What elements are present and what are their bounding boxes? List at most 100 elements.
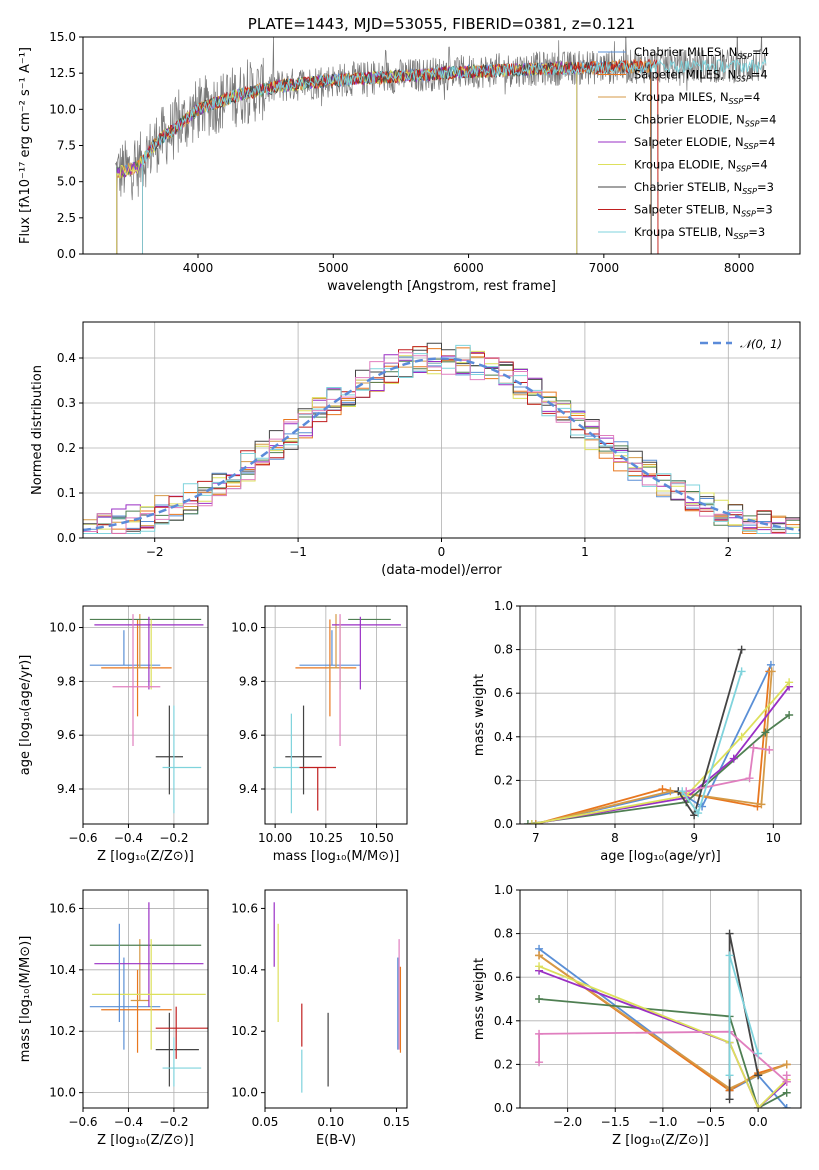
legend-entry: Salpeter ELODIE, NSSP=4 (634, 135, 775, 151)
series-line (538, 948, 788, 1108)
plus-marker (523, 820, 532, 824)
plus-marker (767, 667, 776, 676)
errorbar-salpeter_elodie (331, 616, 401, 690)
y-tick-label: 10.6 (231, 901, 258, 915)
x-axis-label: (data-model)/error (381, 563, 502, 578)
x-tick-label: 2 (724, 545, 732, 559)
legend-entry: Chabrier ELODIE, NSSP=4 (634, 113, 776, 129)
plus-marker (535, 951, 544, 960)
y-tick-label: 9.6 (239, 728, 258, 742)
y-tick-label: 0.6 (494, 970, 513, 984)
errorbar-kroupa_elodie (92, 939, 206, 1050)
series-kroupa_stelib (678, 667, 746, 818)
series-chabrier_elodie (523, 711, 794, 824)
plus-marker (754, 1049, 763, 1058)
axes-frame (264, 605, 408, 825)
series-line (539, 998, 788, 1108)
plus-marker (535, 1058, 544, 1067)
massweight_vs_age-frame: 7 8 9 10 0.0 0.2 0.4 0.6 0.8 1.0 age [log₁₀(age/yr… (472, 599, 802, 864)
plus-marker (666, 787, 675, 796)
plus-marker (766, 660, 775, 669)
y-tick-label: 2.5 (57, 211, 76, 225)
y-tick-label: 0.4 (57, 351, 76, 365)
histogram-chabrier_stelib (83, 342, 800, 532)
series-line (535, 671, 773, 824)
y-tick-label: 5.0 (57, 175, 76, 189)
y-tick-label: 1.0 (494, 599, 513, 613)
plus-marker (782, 1060, 791, 1069)
x-tick-label: 9 (690, 831, 698, 845)
x-axis-label: age [log₁₀(age/yr)] (600, 849, 721, 864)
y-tick-label: 9.8 (239, 674, 258, 688)
y-tick-label: 10.2 (231, 1024, 258, 1038)
errorbar-kroupa_stelib (273, 713, 310, 814)
y-tick-label: 10.4 (49, 963, 76, 977)
plus-marker (527, 820, 536, 824)
y-tick-label: 0.4 (494, 730, 513, 744)
x-tick-label: 10.00 (258, 831, 292, 845)
model-spectrum-salpeter_stelib (142, 58, 659, 254)
errorbar-chabrier_miles (89, 630, 161, 666)
y-tick-label: 10.4 (231, 963, 258, 977)
model-spectrum-chabrier_stelib (142, 60, 652, 254)
plus-marker (757, 800, 766, 809)
age_vs_Z-axes (82, 606, 208, 824)
plus-marker (658, 785, 667, 794)
chart-title: PLATE=1443, MJD=53055, FIBERID=0381, z=0… (248, 15, 635, 33)
errorbar-salpeter_elodie (94, 902, 204, 1007)
x-tick-label: 5000 (318, 261, 349, 275)
y-tick-label: 0.2 (494, 773, 513, 787)
x-tick-label: 6000 (453, 261, 484, 275)
errorbar-kroupa_miles (130, 614, 149, 669)
x-tick-label: −0.4 (114, 831, 143, 845)
x-tick-label: −0.6 (68, 831, 97, 845)
age_vs_mass-axes (265, 606, 407, 824)
y-tick-label: 0.4 (494, 1014, 513, 1028)
x-tick-label: −2.0 (553, 1115, 582, 1129)
x-tick-label: −1 (289, 545, 307, 559)
y-axis-label: mass weight (472, 674, 487, 756)
massweight_vs_age-plot (523, 645, 794, 824)
y-tick-label: 0.0 (57, 247, 76, 261)
spectrum-legend: Chabrier MILES, NSSP=4 Salpeter MILES, NS… (598, 45, 776, 241)
errorbar-salpeter_stelib (155, 1006, 208, 1059)
y-tick-label: 10.0 (49, 1086, 76, 1100)
plus-marker (737, 732, 746, 741)
y-tick-label: 0.3 (57, 396, 76, 410)
x-axis-label: Z [log₁₀(Z/Z⊙)] (612, 1133, 709, 1148)
plus-marker (761, 728, 770, 737)
x-tick-label: 8 (611, 831, 619, 845)
plus-marker (782, 1071, 791, 1080)
series-kroupa_stelib (725, 951, 763, 1080)
plus-marker (725, 929, 734, 938)
errorbar-kroupa_miles (130, 939, 149, 1002)
plus-marker (765, 745, 774, 754)
legend-entry: Salpeter STELIB, NSSP=3 (634, 203, 773, 219)
age_vs_Z-plot (89, 614, 204, 814)
plus-marker (782, 1104, 791, 1108)
x-tick-label: −0.6 (68, 1115, 97, 1129)
legend-entry: 𝒩(0, 1) (740, 337, 782, 351)
mass_vs_EBV-plot (273, 902, 402, 1093)
y-axis-label: Normed distribution (30, 365, 45, 495)
y-axis-label: mass weight (472, 958, 487, 1040)
axes-frame (519, 605, 802, 825)
mass_vs_Z-frame: −0.6 −0.4 −0.2 10.0 10.2 10.4 10.6 Z [log₁₀(Z/Z… (18, 889, 209, 1148)
series-pink (682, 743, 774, 796)
plus-marker (694, 809, 703, 818)
histogram-pink (83, 352, 800, 534)
x-tick-label: 0.10 (317, 1115, 344, 1129)
model-spectrum-kroupa_stelib (142, 57, 767, 254)
plus-marker (725, 1095, 734, 1104)
errorbar-chabrier_miles (89, 957, 161, 1050)
errorbar-kroupa_miles (327, 614, 345, 669)
axes-frame (82, 889, 209, 1109)
y-tick-label: 0.0 (494, 1101, 513, 1115)
series-kroupa_miles (531, 667, 776, 824)
errorbar-kroupa_stelib (162, 705, 202, 814)
series-line (538, 965, 788, 1108)
x-tick-label: 4000 (183, 261, 214, 275)
age_vs_mass-frame: 10.00 10.25 10.50 9.4 9.6 9.8 10.0 mass [log₁₀(… (231, 605, 408, 864)
plus-marker (754, 1071, 763, 1080)
observed-spectrum-line (115, 37, 767, 201)
